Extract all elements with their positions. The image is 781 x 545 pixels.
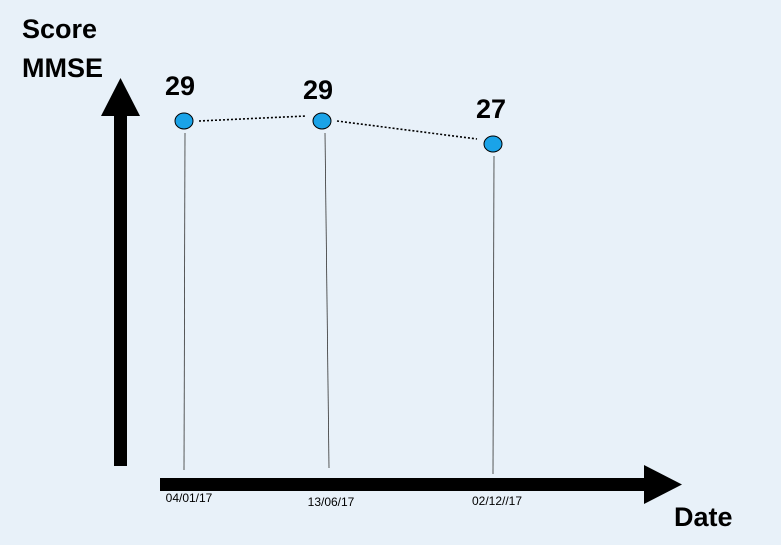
drop-lines: [183, 132, 495, 475]
y-axis-arrowhead: [101, 78, 140, 116]
x-tick-label: 13/06/17: [308, 495, 355, 509]
y-axis-label-line-2: MMSE: [22, 53, 103, 83]
data-labels: 29 29 27: [165, 71, 506, 124]
y-axis-shaft: [114, 112, 127, 466]
series-segment: [198, 115, 307, 122]
x-tick-label: 04/01/17: [166, 491, 213, 505]
y-axis-label-line-1: Score: [22, 14, 97, 44]
x-axis-arrowhead: [644, 465, 682, 504]
drop-line: [183, 132, 186, 471]
drop-line: [324, 132, 330, 469]
series-segment: [336, 120, 478, 140]
data-label: 29: [165, 71, 195, 101]
data-points: [174, 112, 503, 153]
data-point: [174, 112, 194, 130]
x-tick-labels: 04/01/17 13/06/17 02/12//17: [166, 491, 523, 509]
series-line: [198, 115, 478, 140]
data-point: [312, 112, 332, 130]
data-point: [483, 135, 503, 153]
x-axis-label: Date: [674, 502, 733, 532]
x-axis-shaft: [160, 478, 648, 491]
data-label: 27: [476, 94, 506, 124]
drop-line: [492, 155, 495, 475]
x-tick-label: 02/12//17: [472, 494, 522, 508]
y-axis: [101, 78, 140, 466]
data-label: 29: [303, 75, 333, 105]
x-axis: [160, 465, 682, 504]
